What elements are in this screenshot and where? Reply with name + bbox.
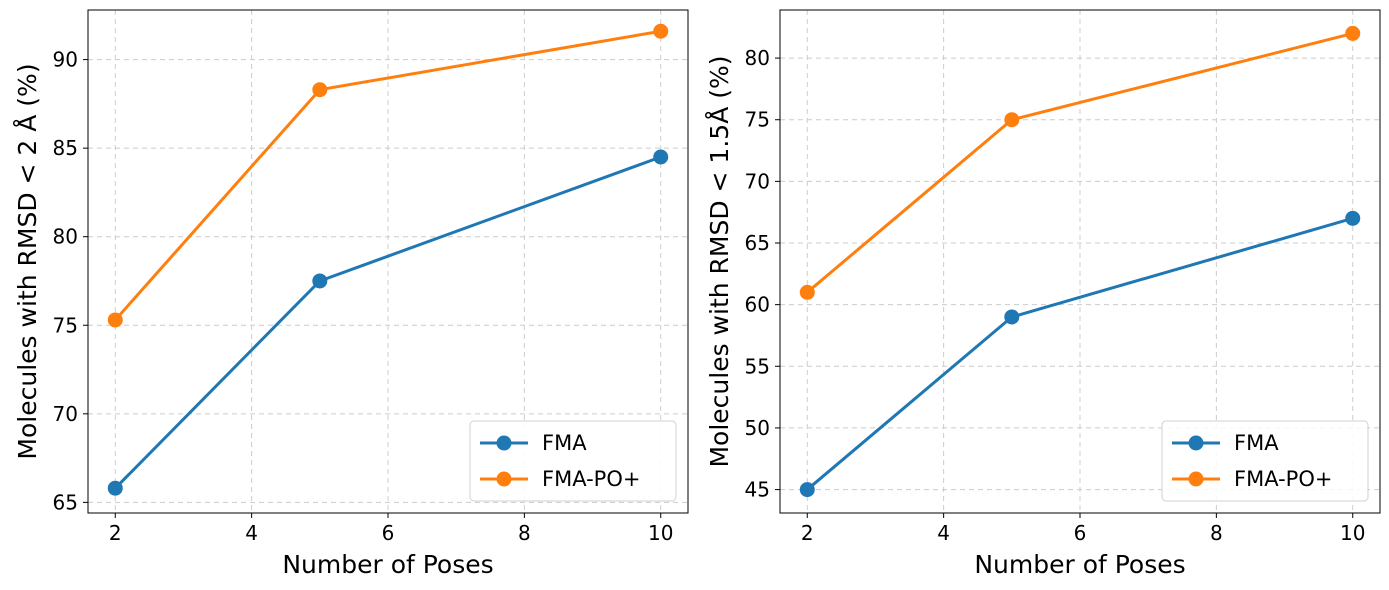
x-tick-label: 8 (1210, 521, 1223, 545)
y-tick-label: 70 (745, 169, 770, 193)
x-tick-label: 6 (1074, 521, 1087, 545)
x-tick-label: 10 (648, 521, 673, 545)
axes-frame (779, 9, 1381, 514)
y-tick-label: 65 (745, 231, 770, 255)
legend-marker-FMA-PO+ (496, 471, 512, 487)
x-tick-label: 2 (801, 521, 814, 545)
legend-label-FMA: FMA (542, 431, 587, 455)
legend-label-FMA-PO+: FMA-PO+ (1234, 467, 1332, 491)
data-point-FMA (312, 273, 328, 289)
y-tick-label: 55 (745, 354, 770, 378)
x-axis-label: Number of Poses (974, 550, 1185, 579)
data-point-FMA-PO+ (653, 23, 669, 39)
y-tick-label: 50 (745, 416, 770, 440)
y-axis-label: Molecules with RMSD < 1.5Å (%) (705, 55, 734, 467)
y-tick-label: 70 (53, 402, 78, 426)
y-tick-label: 80 (53, 225, 78, 249)
data-point-FMA-PO+ (1345, 25, 1361, 41)
x-axis-label: Number of Poses (282, 550, 493, 579)
x-tick-label: 4 (245, 521, 258, 545)
legend: FMA FMA-PO+ (469, 420, 677, 502)
x-tick-label: 4 (937, 521, 950, 545)
data-point-FMA (1004, 309, 1020, 325)
legend: FMA FMA-PO+ (1161, 420, 1369, 502)
data-point-FMA-PO+ (799, 284, 815, 300)
data-point-FMA-PO+ (1004, 112, 1020, 128)
y-tick-label: 45 (745, 478, 770, 502)
data-point-FMA (799, 482, 815, 498)
data-point-FMA (653, 149, 669, 165)
data-point-FMA (1345, 210, 1361, 226)
legend-box (469, 420, 677, 502)
y-tick-label: 90 (53, 48, 78, 72)
x-tick-label: 6 (382, 521, 395, 545)
x-tick-label: 8 (518, 521, 531, 545)
y-tick-label: 85 (53, 136, 78, 160)
legend-marker-FMA-PO+ (1188, 471, 1204, 487)
legend-marker-FMA (496, 435, 512, 451)
y-tick-label: 75 (53, 313, 78, 337)
legend-box (1161, 420, 1369, 502)
legend-label-FMA-PO+: FMA-PO+ (542, 467, 640, 491)
x-tick-label: 2 (109, 521, 122, 545)
y-tick-label: 60 (745, 293, 770, 317)
x-tick-label: 10 (1340, 521, 1365, 545)
y-axis-label: Molecules with RMSD < 2 Å (%) (13, 63, 42, 459)
legend-label-FMA: FMA (1234, 431, 1279, 455)
y-tick-label: 65 (53, 490, 78, 514)
axes-frame (87, 9, 689, 514)
y-tick-label: 80 (745, 46, 770, 70)
legend-marker-FMA (1188, 435, 1204, 451)
y-tick-label: 75 (745, 108, 770, 132)
data-point-FMA-PO+ (107, 312, 123, 328)
data-point-FMA (107, 480, 123, 496)
data-point-FMA-PO+ (312, 82, 328, 98)
chart-panel-1: 2 4 6 8 10 65 70 75 80 85 90 Number of Poses Molecul… (13, 9, 689, 579)
chart-panel-2: 2 4 6 8 10 45 50 55 60 65 70 75 80 Number of Poses Mol… (705, 9, 1381, 579)
